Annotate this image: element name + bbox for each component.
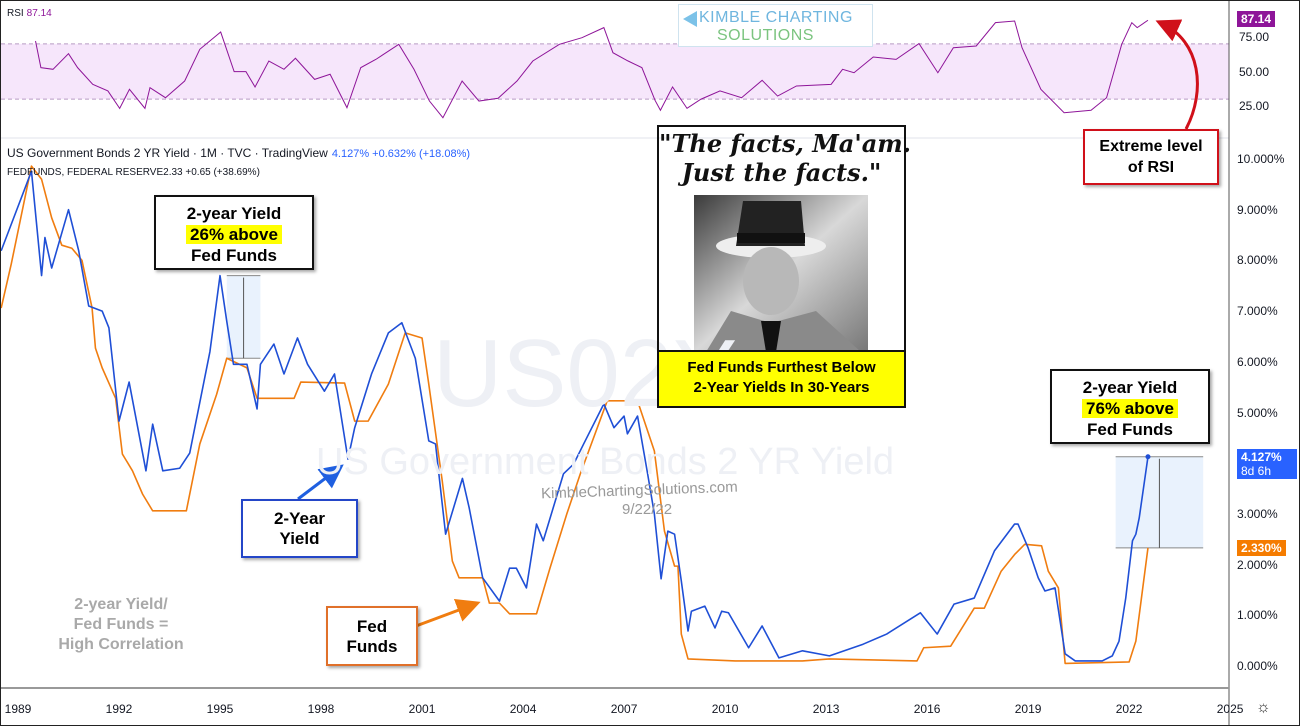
kimble-logo: KIMBLE CHARTING SOLUTIONS xyxy=(678,4,873,47)
quote-line-1: "The facts, Ma'am. xyxy=(659,129,911,158)
rsi-tick-label: 50.00 xyxy=(1239,64,1270,79)
quote-line-2: Just the facts." xyxy=(681,158,882,187)
annotation-1995: 2-year Yield 26% above Fed Funds xyxy=(154,195,314,270)
fed-last-value-badge: 2.330% xyxy=(1237,540,1286,556)
price-tick-label: 7.000% xyxy=(1237,304,1278,319)
fed-funds-arrow xyxy=(415,599,481,628)
time-tick-label: 2022 xyxy=(1115,702,1143,716)
price-tick-label: 3.000% xyxy=(1237,506,1278,521)
time-tick-label: 2001 xyxy=(408,702,436,716)
price-tick-label: 5.000% xyxy=(1237,405,1278,420)
rsi-line xyxy=(35,19,1149,119)
watermark-name: US Government Bonds 2 YR Yield xyxy=(316,441,895,483)
yield-last-point xyxy=(1145,454,1151,460)
time-tick-label: 2013 xyxy=(812,702,840,716)
time-tick-label: 1989 xyxy=(4,702,32,716)
time-tick-label: 2010 xyxy=(711,702,739,716)
series1-legend[interactable]: US Government Bonds 2 YR Yield · 1M · TV… xyxy=(7,146,470,160)
measure-ranges xyxy=(226,275,1204,549)
detective-photo xyxy=(694,195,868,352)
series2-legend[interactable]: FEDFUNDS, FEDERAL RESERVE2.33 +0.65 (+38… xyxy=(7,167,260,178)
time-tick-label: 2019 xyxy=(1014,702,1042,716)
rsi-last-value-badge: 87.14 xyxy=(1237,11,1276,27)
yield-line xyxy=(1,170,1149,662)
two-year-yield-label: 2-Year Yield xyxy=(241,499,358,558)
rsi-tick-label: 25.00 xyxy=(1239,99,1270,113)
annotation-2022: 2-year Yield 76% above Fed Funds xyxy=(1050,369,1210,444)
time-tick-label: 2016 xyxy=(913,702,941,716)
two-year-arrow xyxy=(297,464,344,501)
series2-values: 2.33 +0.65 (+38.69%) xyxy=(163,167,260,178)
correlation-note: 2-year Yield/ Fed Funds = High Correlati… xyxy=(58,596,184,653)
price-tick-label: 6.000% xyxy=(1237,354,1278,369)
series1-title: US Government Bonds 2 YR Yield · 1M · TV… xyxy=(7,146,328,160)
price-tick-label: 9.000% xyxy=(1237,202,1278,217)
time-tick-label: 2007 xyxy=(610,702,638,716)
price-tick-label: 8.000% xyxy=(1237,253,1278,268)
logo-arrow-icon xyxy=(683,11,697,27)
price-pane xyxy=(1,165,1151,665)
rsi-arrow xyxy=(1155,19,1199,130)
rsi-pane xyxy=(1,19,1229,119)
watermark-date: 9/22/22 xyxy=(622,501,673,518)
time-tick-label: 1992 xyxy=(105,702,133,716)
time-tick-label: 2025 xyxy=(1216,702,1244,716)
rsi-legend-value: 87.14 xyxy=(26,8,52,19)
settings-gear-icon[interactable]: ☼ xyxy=(1256,699,1271,716)
caption-banner: Fed Funds Furthest Below 2-Year Yields I… xyxy=(659,350,904,406)
price-tick-label: 0.000% xyxy=(1237,659,1278,673)
rsi-tick-label: 75.00 xyxy=(1239,30,1270,44)
price-tick-label: 2.000% xyxy=(1237,557,1278,572)
time-tick-label: 1995 xyxy=(206,702,234,716)
time-tick-label: 1998 xyxy=(307,702,335,716)
quote-panel: "The facts, Ma'am. Just the facts." Fed … xyxy=(657,125,911,408)
series1-values: 4.127% +0.632% (+18.08%) xyxy=(331,148,471,160)
fed-funds-label: Fed Funds xyxy=(326,606,418,666)
rsi-legend[interactable]: RSI 87.14 xyxy=(7,8,52,19)
price-tick-label: 10.000% xyxy=(1237,152,1285,166)
rsi-note: Extreme level of RSI xyxy=(1083,129,1219,185)
time-tick-label: 2004 xyxy=(509,702,537,716)
price-tick-label: 1.000% xyxy=(1237,608,1278,623)
yield-last-value-badge: 4.127% 8d 6h xyxy=(1237,449,1297,479)
series2-title: FEDFUNDS, FEDERAL RESERVE xyxy=(7,167,164,178)
rsi-band xyxy=(1,43,1229,100)
